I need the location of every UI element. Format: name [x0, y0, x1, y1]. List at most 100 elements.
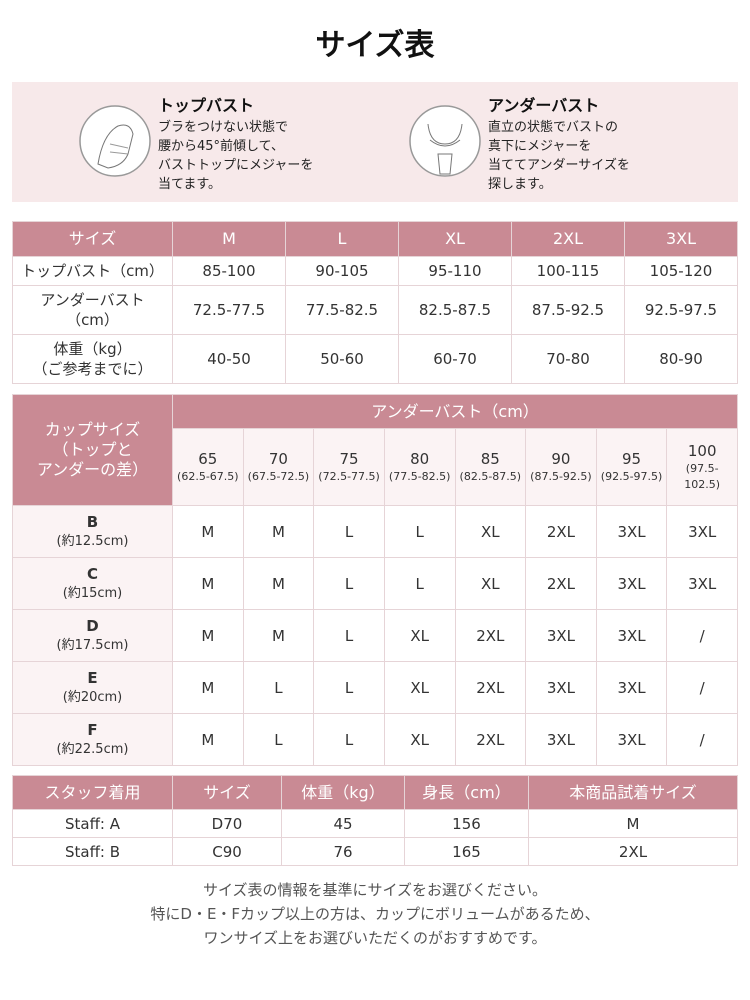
column-cell: 70 (67.5-72.5) — [242, 428, 315, 506]
measure-box: トップバストブラをつけない状態で 腰から45°前傾して、 バストトップにメジャー… — [12, 82, 738, 202]
cell: 3XL — [595, 505, 668, 558]
cell: XL — [454, 505, 527, 558]
header-cell: M — [172, 221, 286, 257]
column-range: (92.5-97.5) — [600, 470, 663, 483]
cell: 77.5-82.5 — [285, 285, 399, 335]
header-cell: 3XL — [624, 221, 738, 257]
column-cell: 90 (87.5-92.5) — [525, 428, 597, 506]
row: Staff: B C90 76 165 2XL — [12, 837, 738, 866]
cell: C90 — [172, 837, 282, 866]
cell: 60-70 — [398, 334, 512, 384]
cup-diff: (約22.5cm) — [56, 741, 129, 757]
cell: 105-120 — [624, 256, 738, 286]
cell: / — [666, 713, 738, 766]
column-cell: 75 (72.5-77.5) — [313, 428, 385, 506]
column-range: (67.5-72.5) — [247, 470, 310, 483]
row: F (約22.5cm) M L L XL 2XL 3XL 3XL / — [12, 713, 738, 766]
cell: 156 — [404, 809, 529, 838]
header-cell: サイズ — [172, 775, 282, 810]
cell: 82.5-87.5 — [398, 285, 512, 335]
column-cell: 95 (92.5-97.5) — [595, 428, 668, 506]
cup: F — [87, 720, 98, 739]
cell: 85-100 — [172, 256, 286, 286]
column-size: 65 — [198, 450, 218, 468]
cell: M — [242, 505, 315, 558]
cell: 80-90 — [624, 334, 738, 384]
column-range: (72.5-77.5) — [318, 470, 380, 483]
cell: L — [383, 505, 456, 558]
cup-diff: (約20cm) — [62, 689, 123, 705]
cell: L — [242, 661, 315, 714]
cup: E — [87, 668, 98, 687]
cup-diff: (約12.5cm) — [56, 533, 129, 549]
cell: 2XL — [528, 837, 738, 866]
cell: XL — [454, 557, 527, 610]
cell: 87.5-92.5 — [511, 285, 625, 335]
notes: サイズ表の情報を基準にサイズをお選びください。 特にD・E・Fカップ以上の方は、カ… — [0, 878, 750, 950]
cell: 72.5-77.5 — [172, 285, 286, 335]
cell: L — [242, 713, 315, 766]
cell: M — [172, 713, 244, 766]
cell: D70 — [172, 809, 282, 838]
column-size: 70 — [268, 450, 288, 468]
column-cell: 100 (97.5- 102.5) — [666, 428, 738, 506]
column-range: (97.5- 102.5) — [684, 462, 721, 491]
column-size: 90 — [551, 450, 571, 468]
heading: アンダーバスト — [488, 96, 600, 115]
staff-table: スタッフ着用 サイズ 体重（kg） 身長（cm） 本商品試着サイズ Staff: A D70… — [12, 775, 738, 866]
row: アンダーバスト （cm） 72.5-77.5 77.5-82.5 82.5-87.5 8… — [12, 285, 738, 335]
icon-top-bust — [79, 105, 151, 177]
note-line: サイズ表の情報を基準にサイズをお選びください。 — [202, 881, 548, 899]
cup: C — [86, 564, 98, 583]
cell: 3XL — [525, 661, 597, 714]
column-size: 85 — [480, 450, 500, 468]
cell: L — [383, 557, 456, 610]
cell: L — [313, 609, 385, 662]
cell: 90-105 — [285, 256, 399, 286]
cup-cell: B (約12.5cm) — [12, 505, 173, 558]
group-row: カップサイズ （トップと アンダーの差） アンダーバスト（cm） — [12, 394, 738, 506]
header-cell: スタッフ着用 — [12, 775, 173, 810]
cell: アンダーバスト （cm） — [12, 285, 173, 335]
text: ブラをつけない状態で 腰から45°前傾して、 バストトップにメジャーを 当てます… — [158, 120, 314, 192]
cup-cell: F (約22.5cm) — [12, 713, 173, 766]
cell: L — [313, 661, 385, 714]
cell: L — [313, 713, 385, 766]
row: 体重（kg） （ご参考までに） 40-50 50-60 60-70 70-80 80-90 — [12, 334, 738, 384]
cell: Staff: B — [12, 837, 173, 866]
header-cell: 2XL — [511, 221, 625, 257]
cell: M — [172, 609, 244, 662]
cell: L — [313, 557, 385, 610]
cell: 45 — [281, 809, 405, 838]
header-row: スタッフ着用 サイズ 体重（kg） 身長（cm） 本商品試着サイズ — [12, 775, 738, 810]
header-cell: サイズ — [12, 221, 173, 257]
column-row: 65 (62.5-67.5) 70 (67.5-72.5) 75 (72.5-77.5) 8… — [13, 428, 738, 506]
cup-cell: C (約15cm) — [12, 557, 173, 610]
group-cell: アンダーバスト（cm） — [172, 394, 738, 429]
text: 直立の状態でバストの 真下にメジャーを 当ててアンダーサイズを 探します。 — [488, 120, 630, 192]
cell: L — [313, 505, 385, 558]
header-cell: 身長（cm） — [404, 775, 529, 810]
heading: トップバスト — [158, 96, 255, 115]
cup-diff: (約17.5cm) — [56, 637, 129, 653]
cup: B — [86, 512, 99, 531]
cell: 2XL — [454, 609, 527, 662]
cell: M — [172, 661, 244, 714]
cell: 3XL — [595, 609, 668, 662]
cell: 40-50 — [172, 334, 286, 384]
cup-table: カップサイズ （トップと アンダーの差） アンダーバスト（cm） 65 (62.5-6… — [12, 394, 738, 766]
row: B (約12.5cm) M M L L XL 2XL 3XL 3XL — [12, 505, 738, 558]
corner-cell: カップサイズ （トップと アンダーの差） — [12, 394, 173, 506]
cell: 体重（kg） （ご参考までに） — [12, 334, 173, 384]
row: Staff: A D70 45 156 M — [12, 809, 738, 838]
cell: 70-80 — [511, 334, 625, 384]
cell: 2XL — [525, 557, 597, 610]
header-cell: XL — [398, 221, 512, 257]
cell: / — [666, 661, 738, 714]
cell: 3XL — [666, 505, 738, 558]
cell: M — [528, 809, 738, 838]
cell: 2XL — [454, 661, 527, 714]
cell: Staff: A — [12, 809, 173, 838]
cell: 3XL — [525, 609, 597, 662]
